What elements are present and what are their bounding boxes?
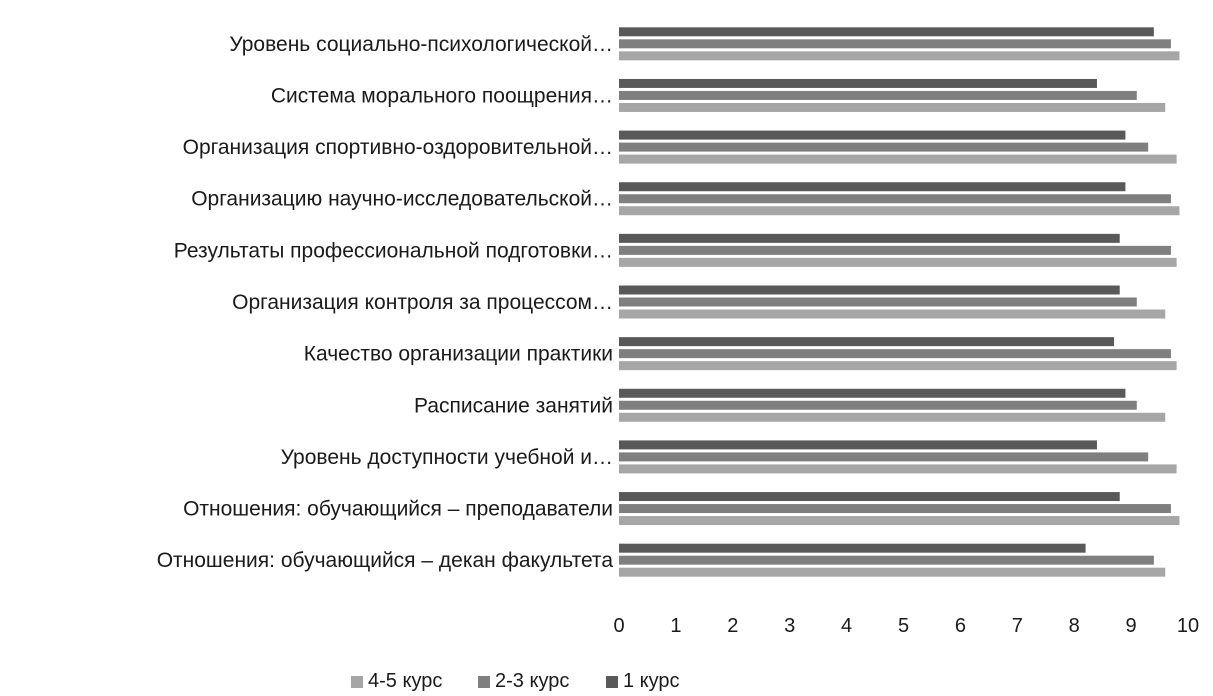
plot-area [619, 27, 1180, 577]
x-axis-ticks: 0 1 2 3 4 5 6 7 8 9 10 [613, 615, 1199, 637]
category-label: Уровень доступности учебной и… [281, 446, 613, 469]
x-tick-label: 4 [841, 615, 852, 637]
bar-course-1 [619, 285, 1120, 295]
bar-course-1 [619, 182, 1126, 192]
bar-course-4-5 [619, 154, 1177, 164]
x-tick-label: 5 [898, 615, 909, 637]
bar-course-4-5 [619, 464, 1177, 474]
bar-course-1 [619, 543, 1086, 553]
legend-swatch-2 [606, 676, 618, 688]
x-tick-label: 10 [1177, 615, 1199, 637]
category-label: Система морального поощрения… [271, 84, 613, 107]
category-label: Отношения: обучающийся – преподаватели [183, 498, 613, 521]
bar-course-4-5 [619, 309, 1166, 319]
bar-course-4-5 [619, 567, 1166, 577]
bar-course-1 [619, 130, 1126, 140]
x-tick-label: 0 [613, 615, 624, 637]
category-label: Уровень социально-психологической… [229, 33, 613, 56]
bar-course-4-5 [619, 257, 1177, 267]
x-tick-label: 2 [727, 615, 738, 637]
category-label: Организацию научно-исследовательской… [191, 188, 613, 211]
x-tick-label: 1 [670, 615, 681, 637]
bar-course-2-3 [619, 39, 1171, 49]
bar-course-1 [619, 27, 1154, 37]
bar-course-1 [619, 388, 1126, 398]
category-label: Результаты профессиональной подготовки… [174, 239, 613, 262]
bar-course-1 [619, 233, 1120, 243]
bars-group [619, 27, 1180, 577]
legend-swatch-0 [351, 676, 363, 688]
bar-course-2-3 [619, 90, 1137, 100]
bar-course-4-5 [619, 51, 1180, 61]
bar-course-2-3 [619, 245, 1171, 255]
bar-course-2-3 [619, 194, 1171, 204]
bar-course-2-3 [619, 452, 1149, 462]
bar-course-4-5 [619, 361, 1177, 371]
category-label: Отношения: обучающийся – декан факультет… [157, 549, 614, 572]
category-label: Организация контроля за процессом… [232, 291, 613, 314]
legend-label-0: 4-5 курс [368, 670, 442, 692]
legend-swatch-1 [478, 676, 490, 688]
x-tick-label: 9 [1126, 615, 1137, 637]
bar-course-2-3 [619, 142, 1149, 152]
x-tick-label: 6 [955, 615, 966, 637]
legend: 4-5 курс 2-3 курс 1 курс [351, 670, 680, 692]
x-tick-label: 8 [1069, 615, 1080, 637]
bar-course-4-5 [619, 412, 1166, 422]
x-tick-label: 3 [784, 615, 795, 637]
x-tick-label: 7 [1012, 615, 1023, 637]
category-label: Качество организации практики [304, 343, 613, 366]
bar-course-4-5 [619, 102, 1166, 112]
bar-course-4-5 [619, 206, 1180, 216]
bar-course-4-5 [619, 516, 1180, 526]
bar-course-2-3 [619, 555, 1154, 565]
bar-course-2-3 [619, 400, 1137, 410]
category-label: Расписание занятий [414, 394, 613, 417]
bar-course-1 [619, 492, 1120, 502]
bar-course-2-3 [619, 349, 1171, 359]
category-labels: Уровень социально-психологической… Систем… [157, 33, 614, 572]
legend-label-1: 2-3 курс [495, 670, 569, 692]
bar-course-1 [619, 337, 1115, 347]
bar-course-1 [619, 440, 1097, 450]
bar-course-1 [619, 78, 1097, 88]
category-label: Организация спортивно-оздоровительной… [183, 136, 613, 159]
bar-course-2-3 [619, 297, 1137, 307]
bar-course-2-3 [619, 504, 1171, 514]
legend-label-2: 1 курс [623, 670, 680, 692]
